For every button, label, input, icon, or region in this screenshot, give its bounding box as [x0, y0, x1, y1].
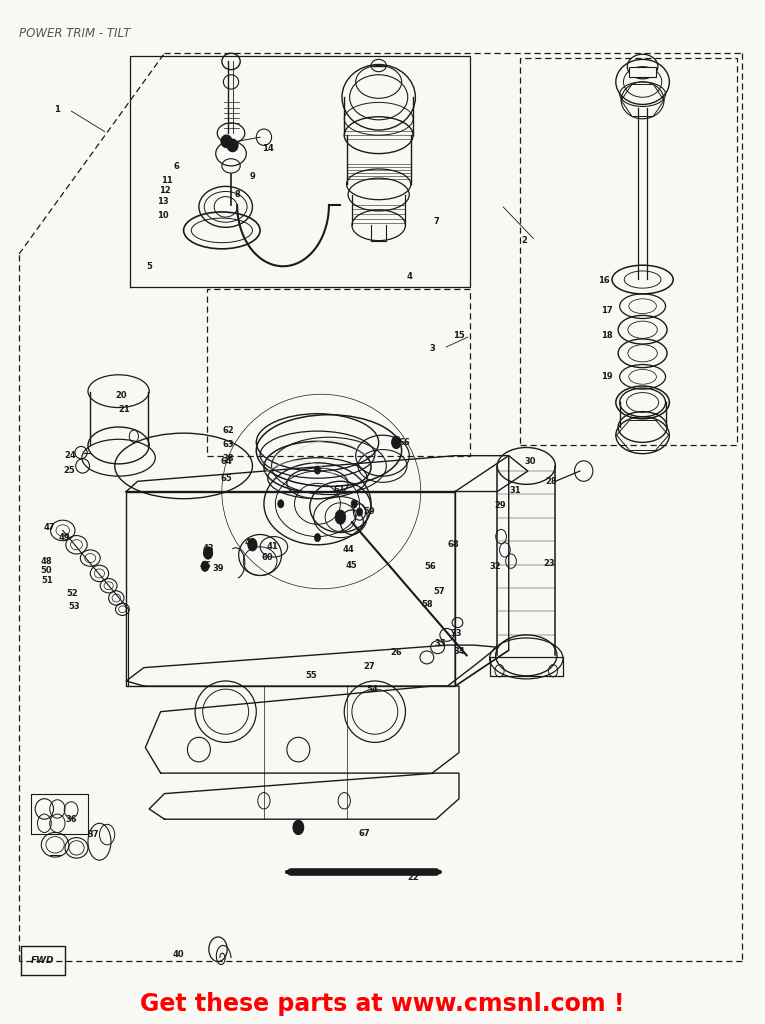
Text: POWER TRIM - TILT: POWER TRIM - TILT — [19, 27, 131, 40]
Text: 15: 15 — [453, 332, 465, 340]
Text: 39: 39 — [212, 564, 224, 572]
Circle shape — [314, 534, 321, 542]
Text: 48: 48 — [40, 557, 52, 565]
Text: 30: 30 — [524, 458, 536, 466]
Text: 21: 21 — [119, 406, 131, 414]
Text: 67: 67 — [358, 829, 370, 838]
Text: 8: 8 — [234, 190, 240, 199]
Text: 18: 18 — [601, 332, 613, 340]
Text: 35: 35 — [434, 639, 446, 647]
Text: 22: 22 — [407, 873, 419, 882]
Text: 36: 36 — [65, 815, 77, 823]
Text: 54: 54 — [366, 685, 379, 693]
Text: 63: 63 — [222, 440, 234, 449]
Circle shape — [356, 508, 363, 516]
Text: 44: 44 — [343, 546, 355, 554]
Text: 34: 34 — [453, 647, 465, 655]
Circle shape — [278, 500, 284, 508]
Text: 53: 53 — [68, 602, 80, 610]
Circle shape — [293, 820, 304, 835]
Text: 45: 45 — [345, 561, 357, 569]
Text: 59: 59 — [363, 508, 375, 516]
Text: 12: 12 — [158, 186, 171, 195]
Text: 24: 24 — [64, 452, 76, 460]
Circle shape — [201, 561, 209, 571]
Circle shape — [335, 510, 346, 524]
Text: 49: 49 — [58, 534, 70, 542]
Ellipse shape — [227, 139, 238, 152]
Text: 65: 65 — [220, 474, 233, 482]
Text: 46: 46 — [199, 561, 211, 569]
Text: 55: 55 — [305, 672, 317, 680]
Text: Get these parts at www.cmsnl.com !: Get these parts at www.cmsnl.com ! — [140, 991, 625, 1016]
Text: 2: 2 — [521, 237, 527, 245]
Text: 60: 60 — [261, 553, 273, 561]
Ellipse shape — [221, 135, 232, 147]
Text: 37: 37 — [87, 830, 99, 839]
Text: 64: 64 — [220, 458, 233, 466]
Circle shape — [351, 500, 357, 508]
Text: 42: 42 — [245, 539, 257, 547]
Text: 5: 5 — [146, 262, 152, 270]
Text: 16: 16 — [598, 276, 610, 285]
Text: 6: 6 — [173, 163, 179, 171]
Text: 28: 28 — [545, 477, 557, 485]
Text: 43: 43 — [202, 545, 214, 553]
Text: 20: 20 — [115, 391, 127, 399]
Text: 17: 17 — [601, 306, 613, 314]
Text: 26: 26 — [390, 648, 402, 656]
Text: 14: 14 — [262, 144, 274, 153]
Bar — [490, 657, 563, 676]
Text: 25: 25 — [63, 466, 75, 474]
Text: 32: 32 — [490, 562, 502, 570]
Text: 62: 62 — [222, 426, 234, 434]
Text: 7: 7 — [433, 217, 439, 225]
Text: 13: 13 — [157, 198, 169, 206]
Text: 19: 19 — [601, 373, 613, 381]
Text: 1: 1 — [54, 105, 60, 114]
Text: 50: 50 — [40, 566, 52, 574]
Text: 68: 68 — [447, 541, 459, 549]
Text: 10: 10 — [157, 211, 169, 219]
Circle shape — [248, 539, 257, 551]
Text: 11: 11 — [161, 176, 173, 184]
Text: 57: 57 — [433, 588, 445, 596]
Text: 51: 51 — [41, 577, 54, 585]
Text: 3: 3 — [429, 344, 435, 352]
Circle shape — [392, 436, 401, 449]
Text: 27: 27 — [363, 663, 375, 671]
Text: 61: 61 — [334, 485, 346, 494]
Text: 41: 41 — [266, 543, 278, 551]
Text: 40: 40 — [172, 950, 184, 958]
Text: 38: 38 — [222, 455, 234, 463]
Text: FWD: FWD — [31, 956, 54, 965]
Circle shape — [203, 547, 213, 559]
Text: 9: 9 — [249, 172, 256, 180]
Text: 47: 47 — [43, 523, 55, 531]
Text: 4: 4 — [406, 272, 412, 281]
Text: 56: 56 — [424, 562, 436, 570]
Text: 58: 58 — [421, 600, 433, 608]
Text: 29: 29 — [494, 502, 506, 510]
Bar — [629, 67, 656, 77]
Text: 52: 52 — [66, 590, 78, 598]
Text: 31: 31 — [509, 486, 521, 495]
Text: 66: 66 — [398, 438, 410, 446]
Text: 23: 23 — [543, 559, 555, 567]
Circle shape — [314, 466, 321, 474]
Text: 33: 33 — [450, 630, 462, 638]
